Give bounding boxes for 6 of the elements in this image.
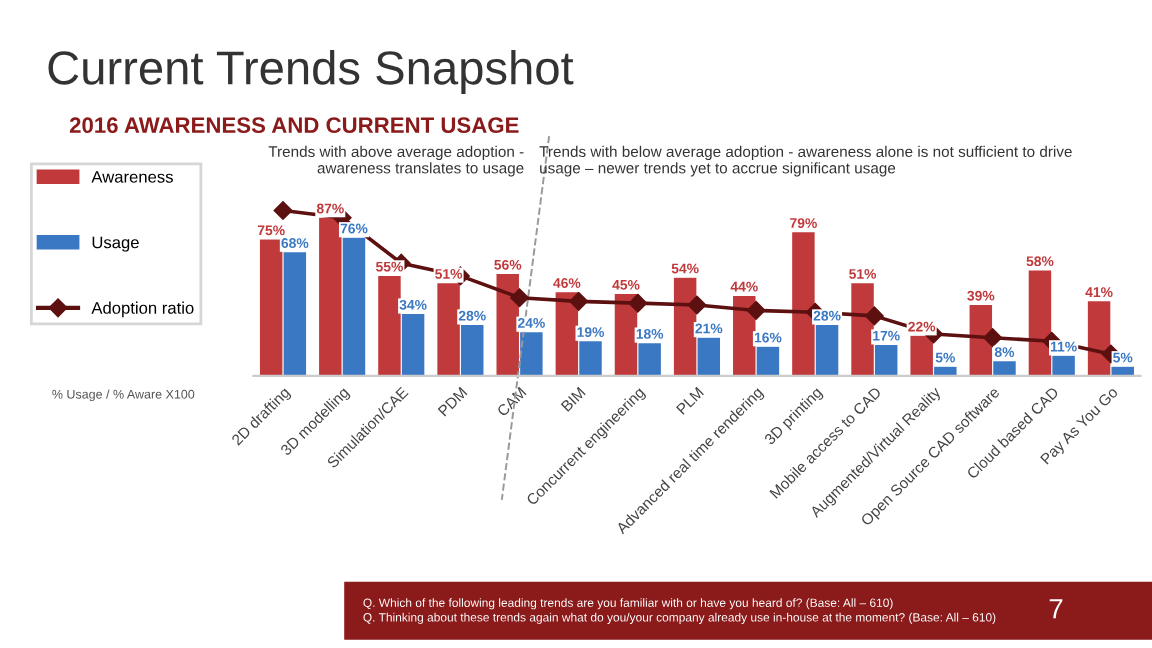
chart-title: Current Trends Snapshot [48,50,574,95]
legend-label: Usage [92,236,139,252]
legend-label: Awareness [91,171,173,183]
text: 7 [1049,599,1063,619]
legend-label: Adoption ratio [91,301,194,318]
chart-subtitle: 2016 AWARENESS AND CURRENT USAGE [69,117,519,134]
